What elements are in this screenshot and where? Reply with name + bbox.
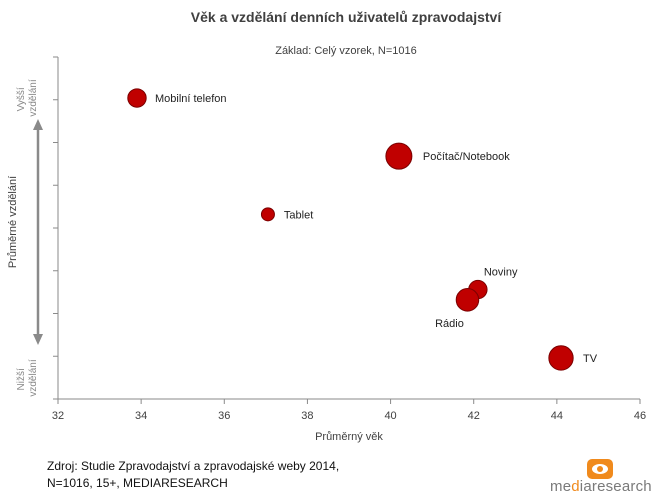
logo-eye-icon: [587, 459, 613, 479]
point-label: Mobilní telefon: [155, 93, 227, 105]
data-points: [127, 88, 574, 371]
point-label: Rádio: [435, 318, 464, 330]
y-high-label-line2: vzdělání: [28, 79, 39, 116]
y-low-label-line1: Nižší: [16, 368, 27, 390]
point-tablet: [260, 207, 275, 222]
logo-accent: d: [571, 478, 580, 495]
x-tick-label: 32: [52, 410, 64, 422]
y-axis-ticks: [53, 56, 58, 400]
logo-prefix: me: [550, 478, 572, 495]
point-mobiln-telefon: [127, 88, 147, 108]
x-tick-label: 42: [468, 410, 480, 422]
point-r-dio: [455, 288, 480, 312]
source-line-2: N=1016, 15+, MEDIARESEARCH: [47, 476, 228, 490]
point-label: Tablet: [284, 209, 313, 221]
logo-wordmark: mediaresearch: [550, 478, 652, 495]
x-tick-label: 34: [135, 410, 147, 422]
x-tick-label: 44: [551, 410, 563, 422]
chart-subtitle: Základ: Celý vzorek, N=1016: [275, 45, 417, 57]
y-axis-title: Průměrné vzdělání: [7, 176, 19, 268]
source-note: Zdroj: Studie Zpravodajství a zpravodajs…: [47, 458, 339, 492]
y-high-label: Vyšší vzdělání: [16, 79, 39, 116]
x-tick-label: 46: [634, 410, 646, 422]
y-low-label-line2: vzdělání: [28, 359, 39, 396]
double-arrow-icon: [33, 119, 43, 345]
point-tv: [548, 345, 574, 371]
y-low-label: Nižší vzdělání: [16, 359, 39, 396]
x-axis-title: Průměrný věk: [315, 431, 383, 443]
x-tick-label: 36: [218, 410, 230, 422]
point-label: TV: [583, 353, 598, 365]
x-axis-ticks: 32 34 36 38 40 42 44 46: [52, 399, 646, 422]
chart-title: Věk a vzdělání denních uživatelů zpravod…: [191, 9, 503, 25]
point-label: Počítač/Notebook: [423, 151, 510, 163]
point-label: Noviny: [484, 267, 518, 279]
x-tick-label: 38: [301, 410, 313, 422]
logo-suffix: iaresearch: [579, 478, 652, 495]
source-line-1: Zdroj: Studie Zpravodajství a zpravodajs…: [47, 459, 340, 473]
point-po-ta-notebook: [385, 142, 413, 170]
point-labels: Mobilní telefon Počítač/Notebook Tablet Nov…: [155, 93, 598, 365]
mediaresearch-logo: mediaresearch: [550, 458, 652, 498]
y-high-label-line1: Vyšší: [16, 87, 27, 111]
x-tick-label: 40: [384, 410, 396, 422]
